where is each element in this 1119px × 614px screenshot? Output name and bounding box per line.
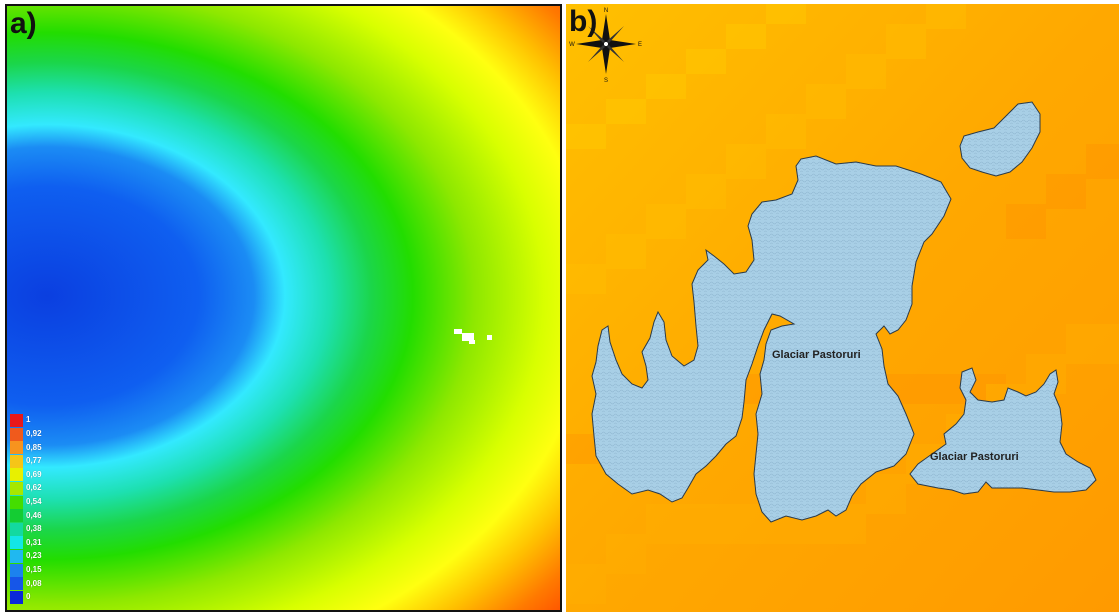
glacier-southeast-polygon	[909, 367, 1097, 495]
glacier-map-svg	[566, 4, 1119, 612]
panel-a-interpolation-map: a) 1 0,92 0,85 0,77 0,69 0,62 0,54 0,46 0,38 0,31…	[5, 4, 562, 612]
legend-row: 1	[10, 413, 42, 428]
legend-label: 0,69	[26, 469, 42, 479]
data-gap-speck	[454, 329, 462, 334]
legend-label: 0,92	[26, 429, 42, 439]
legend-swatch	[10, 577, 23, 591]
legend-label: 0,38	[26, 524, 42, 534]
legend-swatch	[10, 590, 23, 604]
legend-swatch	[10, 563, 23, 577]
legend-label: 0,62	[26, 483, 42, 493]
legend-swatch	[10, 481, 23, 495]
glacier-main-polygon	[591, 155, 952, 523]
data-gap-speck	[469, 340, 475, 344]
legend-label: 0,46	[26, 510, 42, 520]
legend-swatch	[10, 549, 23, 563]
legend-swatch	[10, 441, 23, 455]
legend-label: 0,31	[26, 537, 42, 547]
panel-a-label: a)	[10, 7, 37, 40]
legend-label: 0	[26, 592, 31, 602]
legend-row: 0,15	[10, 563, 42, 577]
legend-row: 0,23	[10, 549, 42, 564]
legend-swatch	[10, 468, 23, 482]
legend-row: 0,77	[10, 454, 42, 468]
compass-south-letter: S	[604, 78, 608, 84]
legend-label: 0,23	[26, 551, 42, 561]
legend-row: 0,08	[10, 577, 42, 591]
legend-label: 1	[26, 415, 31, 425]
panel-b-glacier-map: N S E W b) Glaciar Pastoruri Glaciar Pas…	[566, 4, 1119, 612]
compass-north-letter: N	[604, 8, 608, 14]
legend-row: 0,46	[10, 509, 42, 523]
legend-row: 0,54	[10, 495, 42, 509]
compass-east-letter: E	[638, 42, 642, 48]
north-arrow-compass-icon: N S E W	[569, 8, 642, 84]
legend-swatch	[10, 413, 23, 427]
legend-label: 0,85	[26, 442, 42, 452]
legend-row: 0,31	[10, 536, 42, 550]
legend-row: 0,85	[10, 441, 42, 455]
legend-row: 0,69	[10, 468, 42, 482]
panel-b-label: b)	[569, 5, 598, 38]
legend-swatch	[10, 495, 23, 509]
legend-row: 0,92	[10, 427, 42, 441]
compass-west-letter: W	[569, 42, 575, 48]
color-scale-legend: 1 0,92 0,85 0,77 0,69 0,62 0,54 0,46 0,38 0,31 0,2…	[10, 413, 42, 604]
data-gap-speck	[487, 335, 492, 340]
legend-row: 0,38	[10, 522, 42, 536]
glacier-label-main: Glaciar Pastoruri	[772, 349, 861, 361]
legend-label: 0,54	[26, 497, 42, 507]
legend-swatch	[10, 522, 23, 536]
legend-swatch	[10, 536, 23, 550]
legend-row: 0,62	[10, 481, 42, 496]
legend-swatch	[10, 509, 23, 523]
legend-swatch	[10, 427, 23, 441]
data-gap-speck	[462, 333, 474, 341]
legend-row: 0	[10, 590, 42, 604]
legend-swatch	[10, 454, 23, 468]
glacier-northeast-polygon	[959, 101, 1041, 177]
surface-gradient	[7, 6, 560, 610]
legend-label: 0,15	[26, 565, 42, 575]
legend-label: 0,08	[26, 578, 42, 588]
legend-label: 0,77	[26, 456, 42, 466]
glacier-label-southeast: Glaciar Pastoruri	[930, 451, 1019, 463]
